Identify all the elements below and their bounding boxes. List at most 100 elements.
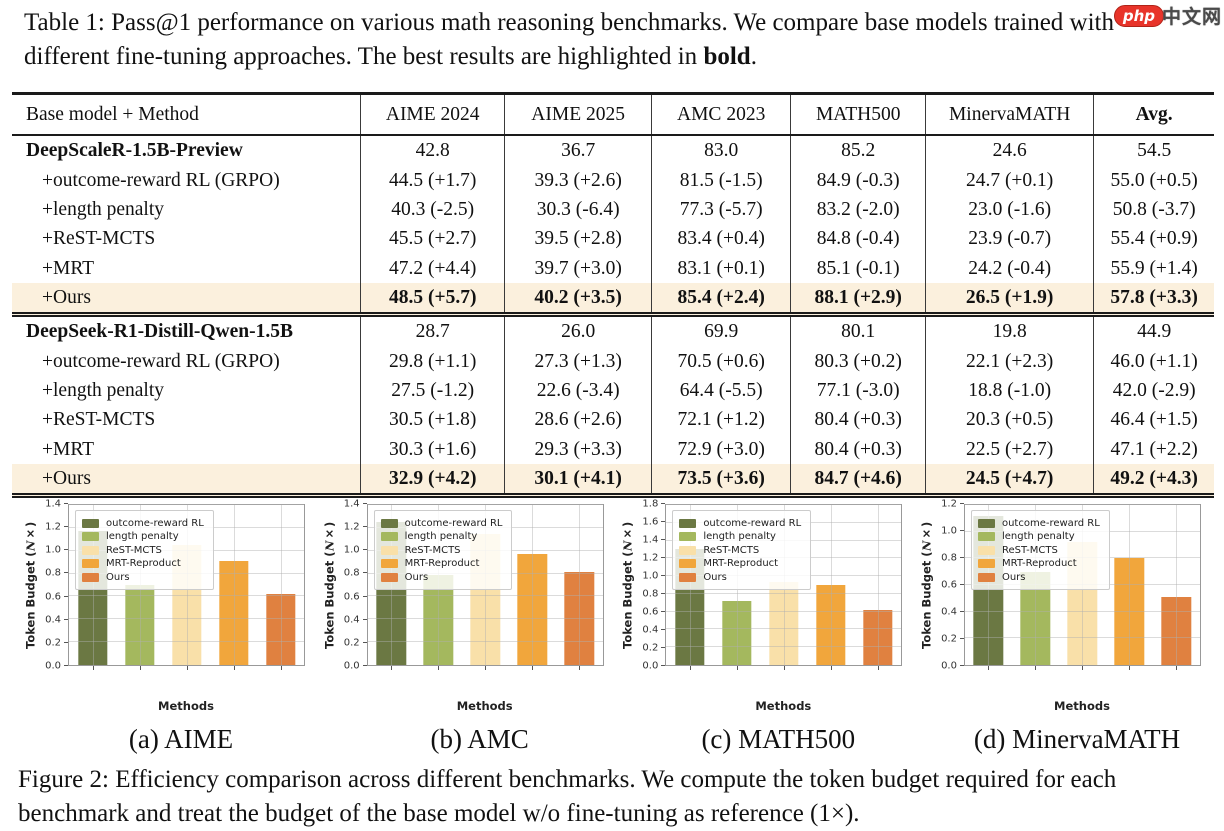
method-label: +MRT	[42, 438, 95, 460]
x-tick-mark	[139, 666, 141, 670]
table-row-base-model: DeepSeek-R1-Distill-Qwen-1.5B 28.7 26.0 69.…	[12, 312, 1214, 347]
legend-label: ReST-MCTS	[106, 544, 162, 556]
y-tick-mark	[959, 584, 964, 585]
metric-value: 24.6	[924, 135, 1094, 166]
results-table-body: DeepScaleR-1.5B-Preview 42.8 36.7 83.0 85.2 2…	[12, 135, 1214, 496]
legend-entry: length penalty	[82, 531, 204, 542]
chart-subcaption: (c) MATH500	[701, 724, 856, 754]
metric-value: 29.8 (+1.1)	[360, 346, 505, 377]
method-label: +outcome-reward RL (GRPO)	[42, 169, 280, 191]
y-tick-label: 1.0	[45, 544, 61, 556]
y-axis-label: Token Budget (N ×)	[321, 504, 338, 666]
metric-value: 23.9 (-0.7)	[924, 224, 1094, 254]
y-tick-label: 0.4	[941, 606, 957, 618]
x-axis-label: Methods	[456, 699, 513, 713]
y-tick-mark	[362, 665, 367, 666]
y-tick-mark	[959, 665, 964, 666]
chart-body: Token Budget (N ×) 0.0 0.2 0.4 0.6 0.8 1.0 1.2 1…	[321, 499, 609, 692]
metric-value: 40.3 (-2.5)	[360, 195, 505, 225]
y-tick-label: 0.4	[45, 614, 61, 626]
metric-value: 28.7	[360, 312, 505, 347]
y-axis-label: Token Budget (N ×)	[619, 504, 636, 666]
metric-value: 24.5 (+4.7)	[924, 464, 1094, 496]
table-caption-text: Table 1: Pass@1 performance on various m…	[24, 9, 1115, 70]
figure-charts-row: Token Budget (N ×) 0.0 0.2 0.4 0.6 0.8 1.0 1.2 1…	[22, 499, 1206, 755]
y-axis-label: Token Budget (N ×)	[22, 504, 39, 666]
y-tick-mark	[959, 557, 964, 558]
table-row-method: +Ours 48.5 (+5.7) 40.2 (+3.5) 85.4 (+2.4) 88…	[12, 283, 1214, 315]
base-model-name: DeepSeek-R1-Distill-Qwen-1.5B	[12, 312, 361, 347]
column-header: Base model + Method	[12, 92, 361, 137]
y-tick-label: 1.0	[642, 570, 659, 582]
column-header: AIME 2025	[504, 92, 652, 137]
metric-value: 77.1 (-3.0)	[790, 376, 926, 406]
column-header: AMC 2023	[650, 92, 791, 137]
bar-chart: Token Budget (N ×) 0.0 0.2 0.4 0.6 0.8 1.0 1.2 1…	[619, 499, 907, 755]
metric-value: 22.5 (+2.7)	[924, 434, 1094, 465]
legend-entry: length penalty	[977, 531, 1100, 542]
y-tick-label: 0.8	[343, 567, 360, 579]
x-axis-label: Methods	[755, 699, 812, 713]
x-axis-label: Methods	[1054, 699, 1110, 713]
legend-entry: ReST-MCTS	[679, 545, 801, 556]
y-axis-label-n: N	[23, 540, 38, 552]
y-tick-mark	[362, 595, 367, 597]
x-tick-mark	[532, 666, 534, 670]
y-tick-mark	[661, 665, 666, 666]
x-tick-mark	[186, 666, 188, 670]
table-header-row: Base model + Method AIME 2024 AIME 2025 AMC…	[12, 92, 1214, 137]
y-tick-mark	[362, 526, 367, 528]
x-tick-mark	[438, 666, 440, 670]
legend-label: Ours	[703, 571, 727, 583]
y-tick-label: 0.4	[343, 614, 360, 626]
y-tick-mark	[64, 572, 68, 574]
bar-length-penalty	[124, 585, 155, 665]
metric-value: 48.5 (+5.7)	[360, 283, 505, 315]
metric-value: 47.2 (+4.4)	[360, 253, 505, 284]
legend-label: MRT-Reproduct	[703, 558, 779, 569]
y-tick-mark	[362, 641, 367, 643]
metric-value: 55.4 (+0.9)	[1093, 224, 1214, 254]
php-cn-watermark-logo: php 中文网	[1113, 2, 1222, 29]
metric-value: 77.3 (-5.7)	[650, 195, 791, 225]
metric-value: 47.1 (+2.2)	[1093, 434, 1214, 465]
chart-legend: outcome-reward RL length penalty ReST-MCTS…	[75, 510, 214, 590]
metric-value: 49.2 (+4.3)	[1093, 464, 1214, 496]
figure-caption: Figure 2: Efficiency comparison across d…	[18, 766, 1117, 827]
metric-value: 30.5 (+1.8)	[360, 405, 505, 435]
chart-body: Token Budget (N ×) 0.0 0.2 0.4 0.6 0.8 1.0 1.2 1…	[619, 499, 907, 692]
chart-body: Token Budget (N ×) 0.0 0.2 0.4 0.6 0.8 1.0 1.2 1…	[22, 499, 310, 692]
metric-value: 19.8	[924, 312, 1094, 347]
legend-label: length penalty	[404, 531, 478, 542]
y-tick-mark	[64, 595, 68, 597]
x-tick-mark	[1082, 666, 1084, 670]
y-tick-mark	[661, 593, 666, 595]
chart-legend: outcome-reward RL length penalty ReST-MCTS…	[672, 510, 812, 590]
metric-value: 24.2 (-0.4)	[924, 253, 1094, 284]
x-tick-mark	[485, 666, 487, 670]
legend-swatch-length-penalty	[380, 532, 398, 541]
chart-body: Token Budget (N ×) 0.0 0.2 0.4 0.6 0.8 1.0 1.2 o…	[918, 499, 1206, 692]
metric-value: 39.7 (+3.0)	[504, 253, 652, 284]
y-axis-label-post: ×)	[620, 521, 635, 541]
x-tick-mark	[689, 666, 691, 670]
x-tick-mark	[783, 666, 785, 670]
legend-swatch-rest-mcts	[679, 545, 697, 555]
metric-value: 83.2 (-2.0)	[790, 195, 926, 225]
metric-value: 46.0 (+1.1)	[1093, 346, 1214, 377]
base-model-name: DeepScaleR-1.5B-Preview	[26, 140, 243, 162]
y-tick-label: 1.0	[941, 525, 957, 537]
metric-value: 18.8 (-1.0)	[924, 376, 1094, 406]
legend-label: MRT-Reproduct	[106, 558, 181, 569]
x-tick-mark	[92, 666, 94, 670]
metric-value: 88.1 (+2.9)	[790, 283, 926, 315]
bar-mrt-reproduct	[218, 561, 249, 665]
plot-area: outcome-reward RL length penalty ReST-MCTS…	[68, 504, 305, 670]
bar-ours	[564, 572, 594, 665]
metric-value: 84.7 (+4.6)	[790, 464, 926, 496]
legend-label: length penalty	[1001, 531, 1075, 542]
metric-value: 36.7	[504, 135, 652, 166]
metric-value: 28.6 (+2.6)	[504, 405, 652, 435]
x-tick-mark	[1035, 666, 1037, 670]
legend-entry: MRT-Reproduct	[82, 558, 204, 569]
